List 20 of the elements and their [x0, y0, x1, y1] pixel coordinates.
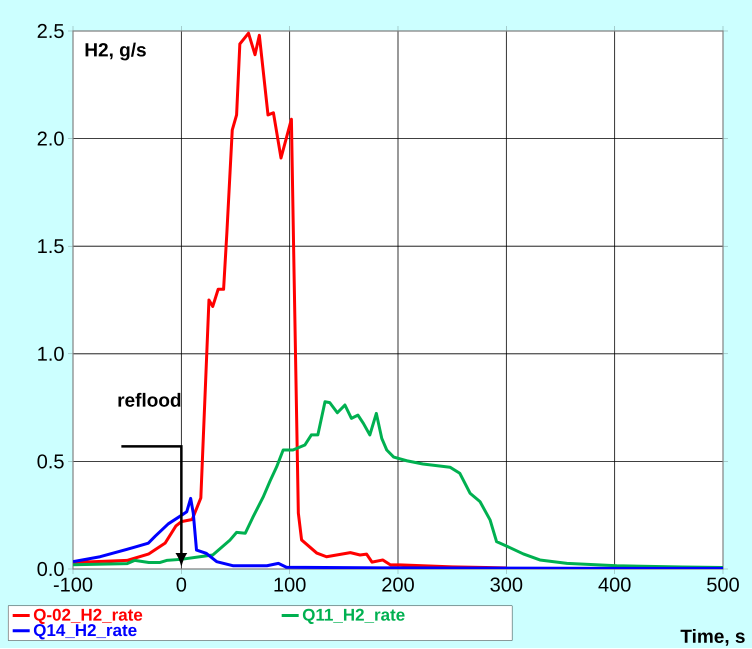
x-tick-label: 500 [707, 577, 739, 592]
y-tick-label: 2.5 [38, 24, 64, 38]
x-axis-title: Time, s [680, 628, 745, 646]
x-tick-label: 0 [176, 577, 186, 592]
x-tick-label: -100 [54, 577, 92, 592]
legend-label: Q11_H2_rate [302, 608, 405, 624]
legend-label: Q-02_H2_rate [34, 608, 142, 624]
y-tick-label: 0.0 [37, 562, 64, 576]
y-tick-label: 1.5 [38, 239, 64, 254]
x-tick-label: 400 [598, 577, 631, 592]
line-series [73, 496, 723, 569]
y-axis-title: H2, g/s [86, 42, 146, 60]
y-tick-label: 0.5 [37, 454, 64, 468]
x-tick-label: 200 [382, 577, 414, 592]
x-tick-label: 100 [274, 577, 306, 592]
annotation: reflood [118, 392, 180, 407]
y-tick-label: 2.0 [38, 132, 64, 146]
legend-label: Q14_H2_rate [34, 624, 137, 640]
y-tick-label: 1.0 [38, 346, 64, 361]
x-tick-label: 300 [490, 577, 522, 592]
